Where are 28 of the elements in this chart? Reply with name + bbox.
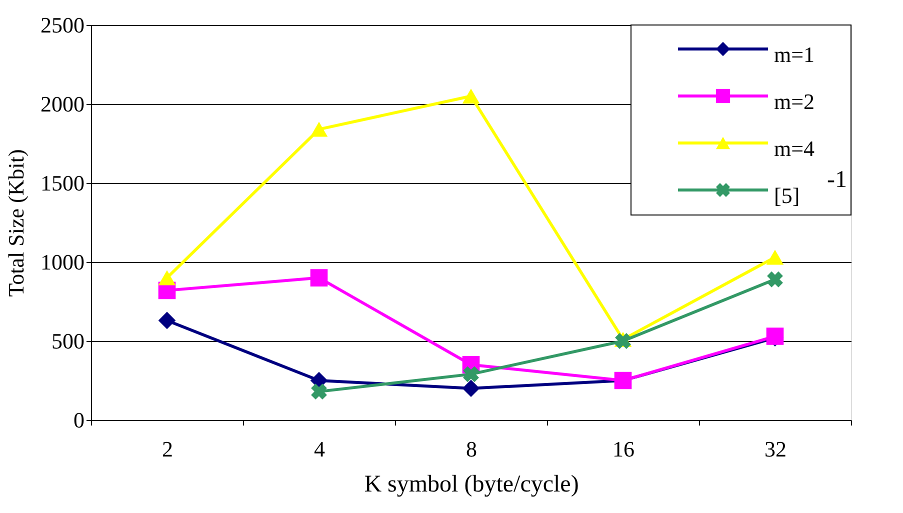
y-tick-label: 2000 [40,92,84,116]
point [310,122,328,137]
legend-label: [5] [774,183,800,208]
legend-label: m=1 [774,42,815,67]
legend-label: m=4 [774,136,815,161]
x-tick-label: 32 [764,436,786,462]
legend-label: m=2 [774,89,815,114]
y-tick-label: 0 [74,408,84,432]
y-tick-label: 2500 [40,12,84,38]
point [767,271,783,288]
x-axis-title: K symbol (byte/cycle) [364,472,579,498]
point [311,384,327,400]
annotation: -1 [827,167,847,193]
point [463,366,479,382]
point [462,380,480,398]
y-tick-label: 1000 [40,250,84,274]
y-tick-label: 1500 [40,170,84,196]
y-tick-label: 500 [52,328,84,354]
x-tick-label: 4 [314,436,325,462]
point [158,270,176,286]
y-axis-title: Total Size (Kbit) [4,149,28,297]
x-tick-label: 16 [612,436,634,462]
point [158,312,176,330]
point [462,88,480,104]
x-tick-label: 8 [466,436,477,462]
x-tick-label: 2 [162,436,173,462]
point [310,269,328,286]
point [766,250,784,265]
